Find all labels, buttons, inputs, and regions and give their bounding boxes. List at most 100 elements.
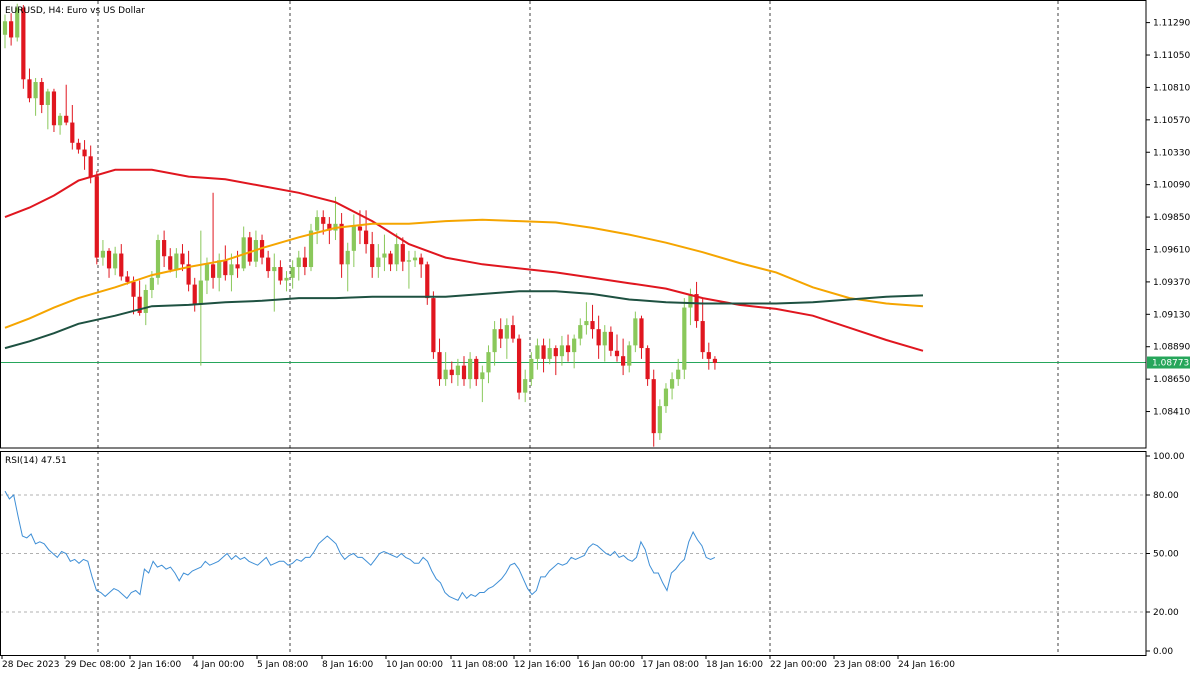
candle-body (382, 253, 387, 258)
time-tick-label: 10 Jan 00:00 (386, 660, 443, 670)
candle-body (186, 264, 191, 285)
candle-body (137, 296, 142, 313)
candle-body (217, 260, 222, 278)
rsi-line (4, 490, 716, 601)
candle-body (308, 230, 314, 268)
candle-body (394, 244, 399, 265)
rsi-label: RSI(14) 47.51 (5, 456, 67, 466)
candle-body (523, 379, 528, 393)
price-tick-label: 1.11290 (1153, 19, 1190, 29)
candle-body (706, 352, 711, 359)
candle-body (565, 345, 571, 353)
candle-body (406, 260, 412, 262)
candle-body (608, 331, 613, 351)
candle-body (443, 369, 448, 380)
moving-average-line (4, 290, 924, 350)
candle-body (241, 237, 246, 269)
rsi-tick-label: 20.00 (1153, 608, 1179, 618)
candle-body (449, 369, 454, 376)
candle-body (21, 7, 26, 80)
candle-body (51, 91, 57, 126)
candle-body (284, 277, 289, 281)
candle-body (339, 223, 344, 265)
main-panel-frame (0, 0, 1147, 449)
candle-body (480, 372, 485, 380)
time-tick-label: 16 Jan 00:00 (578, 660, 635, 670)
labels-layer: 1.11290 1.11050 1.10810 1.10570 1.10330 1.100… (1, 19, 1190, 670)
candle-body (529, 358, 534, 380)
candle-body (510, 325, 516, 339)
candle-body (345, 250, 350, 265)
price-tick-label: 1.09610 (1153, 245, 1190, 255)
rsi-tick-label: 80.00 (1153, 491, 1179, 501)
rsi-tick-label: 50.00 (1153, 550, 1179, 560)
time-tick-label: 29 Dec 08:00 (65, 660, 126, 670)
candle-body (639, 318, 644, 349)
candle-body (351, 226, 356, 251)
candle-body (9, 21, 14, 38)
candle-body (676, 369, 681, 380)
candle-body (400, 244, 405, 262)
candle-body (590, 321, 595, 330)
candle-body (45, 91, 50, 105)
candle-body (694, 294, 699, 322)
candle-body (553, 348, 558, 357)
price-tick-label: 1.10090 (1153, 181, 1190, 191)
current-price-tag (1147, 356, 1190, 369)
candle-body (119, 253, 124, 277)
time-tick-label: 23 Jan 08:00 (834, 660, 891, 670)
candle-body (584, 321, 589, 326)
candle-body (162, 240, 167, 257)
candle-body (712, 358, 718, 363)
rsi-layer (4, 490, 716, 601)
candle-body (547, 348, 552, 359)
candle-body (437, 352, 442, 380)
time-tick-label: 18 Jan 16:00 (706, 660, 763, 670)
candle-body (621, 356, 626, 366)
price-tick-label: 1.10570 (1153, 116, 1190, 126)
candle-body (541, 345, 546, 359)
candle-body (535, 345, 540, 359)
price-tick-label: 1.09130 (1153, 310, 1190, 320)
current-price-label: 1.08773 (1152, 359, 1189, 369)
price-tick-label: 1.11050 (1153, 51, 1190, 61)
time-tick-label: 4 Jan 00:00 (193, 660, 245, 670)
candle-body (363, 230, 369, 245)
rsi-tick-label: 0.00 (1153, 647, 1173, 657)
candle-body (155, 240, 161, 278)
candle-body (266, 257, 271, 272)
moving-averages-layer (4, 168, 924, 352)
candle-body (327, 223, 332, 231)
candle-body (125, 276, 130, 282)
candle-body (486, 352, 491, 373)
candle-body (198, 280, 203, 305)
time-tick-label: 5 Jan 08:00 (257, 660, 309, 670)
candle-body (474, 358, 479, 380)
time-tick-label: 2 Jan 16:00 (130, 660, 182, 670)
candle-body (64, 115, 69, 123)
candle-body (663, 388, 669, 407)
candle-body (210, 264, 216, 278)
time-tick-label: 12 Jan 16:00 (514, 660, 571, 670)
candles-layer (2, 3, 718, 447)
chart-title: EURUSD, H4: Euro vs US Dollar (5, 6, 145, 16)
candle-body (669, 379, 675, 389)
time-tick-label: 24 Jan 16:00 (898, 660, 955, 670)
candle-body (504, 325, 509, 339)
time-tick-label: 8 Jan 16:00 (322, 660, 374, 670)
candle-body (143, 289, 148, 313)
candle-body (149, 277, 154, 290)
price-tick-label: 1.10330 (1153, 148, 1190, 158)
candle-body (39, 82, 44, 105)
candle-body (431, 298, 436, 353)
candle-body (388, 253, 393, 265)
candle-body (88, 156, 93, 177)
candle-body (357, 226, 363, 231)
candle-body (627, 345, 632, 366)
candle-body (223, 260, 228, 276)
candle-body (425, 264, 430, 299)
rsi-tick-label: 100.00 (1153, 452, 1185, 462)
candle-body (315, 217, 320, 231)
candle-body (559, 345, 565, 357)
